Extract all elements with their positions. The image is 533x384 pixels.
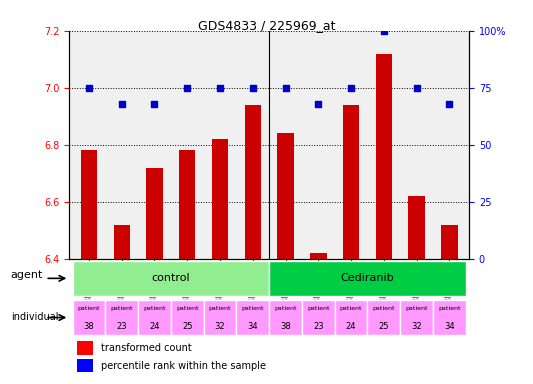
Text: patient: patient <box>110 306 133 311</box>
FancyBboxPatch shape <box>367 300 400 335</box>
Point <box>150 101 159 107</box>
FancyBboxPatch shape <box>106 300 138 335</box>
Text: 25: 25 <box>182 322 192 331</box>
Text: 34: 34 <box>444 322 455 331</box>
Text: patient: patient <box>340 306 362 311</box>
Text: 25: 25 <box>378 322 389 331</box>
Text: transformed count: transformed count <box>101 343 192 353</box>
Bar <box>310 253 327 259</box>
Text: patient: patient <box>209 306 231 311</box>
Bar <box>212 139 228 259</box>
Text: 23: 23 <box>116 322 127 331</box>
Bar <box>114 225 130 259</box>
FancyBboxPatch shape <box>138 300 171 335</box>
Point <box>281 84 290 91</box>
FancyBboxPatch shape <box>72 300 106 335</box>
Text: 24: 24 <box>149 322 160 331</box>
Text: patient: patient <box>307 306 329 311</box>
FancyBboxPatch shape <box>237 300 269 335</box>
Text: patient: patient <box>406 306 428 311</box>
Point <box>445 101 454 107</box>
Bar <box>376 53 392 259</box>
Bar <box>81 151 97 259</box>
Bar <box>245 105 261 259</box>
Bar <box>77 359 93 372</box>
Text: patient: patient <box>373 306 395 311</box>
Text: 38: 38 <box>84 322 94 331</box>
FancyBboxPatch shape <box>269 300 302 335</box>
Bar <box>277 133 294 259</box>
Bar <box>343 105 359 259</box>
Bar <box>146 167 163 259</box>
Point <box>248 84 257 91</box>
Text: Cediranib: Cediranib <box>341 273 394 283</box>
Text: GDS4833 / 225969_at: GDS4833 / 225969_at <box>198 19 335 32</box>
Text: percentile rank within the sample: percentile rank within the sample <box>101 361 266 371</box>
Text: 38: 38 <box>280 322 291 331</box>
Text: patient: patient <box>438 306 461 311</box>
FancyBboxPatch shape <box>72 261 269 296</box>
Text: 23: 23 <box>313 322 324 331</box>
Bar <box>179 151 196 259</box>
Text: individual: individual <box>11 312 58 322</box>
FancyBboxPatch shape <box>433 300 466 335</box>
Text: 34: 34 <box>247 322 258 331</box>
FancyBboxPatch shape <box>335 300 367 335</box>
Point <box>413 84 421 91</box>
Point <box>216 84 224 91</box>
Point <box>85 84 93 91</box>
FancyBboxPatch shape <box>400 300 433 335</box>
Text: patient: patient <box>241 306 264 311</box>
Point <box>183 84 191 91</box>
Text: patient: patient <box>78 306 100 311</box>
Bar <box>408 196 425 259</box>
Point <box>314 101 322 107</box>
FancyBboxPatch shape <box>269 261 466 296</box>
Point <box>379 28 388 34</box>
FancyBboxPatch shape <box>302 300 335 335</box>
Text: 24: 24 <box>346 322 357 331</box>
Point <box>347 84 356 91</box>
Bar <box>441 225 457 259</box>
Text: patient: patient <box>176 306 198 311</box>
Point <box>117 101 126 107</box>
Text: patient: patient <box>274 306 297 311</box>
FancyBboxPatch shape <box>171 300 204 335</box>
FancyBboxPatch shape <box>204 300 237 335</box>
Bar <box>77 341 93 355</box>
Text: 32: 32 <box>215 322 225 331</box>
Text: patient: patient <box>143 306 166 311</box>
Text: agent: agent <box>11 270 43 280</box>
Text: control: control <box>151 273 190 283</box>
Text: 32: 32 <box>411 322 422 331</box>
